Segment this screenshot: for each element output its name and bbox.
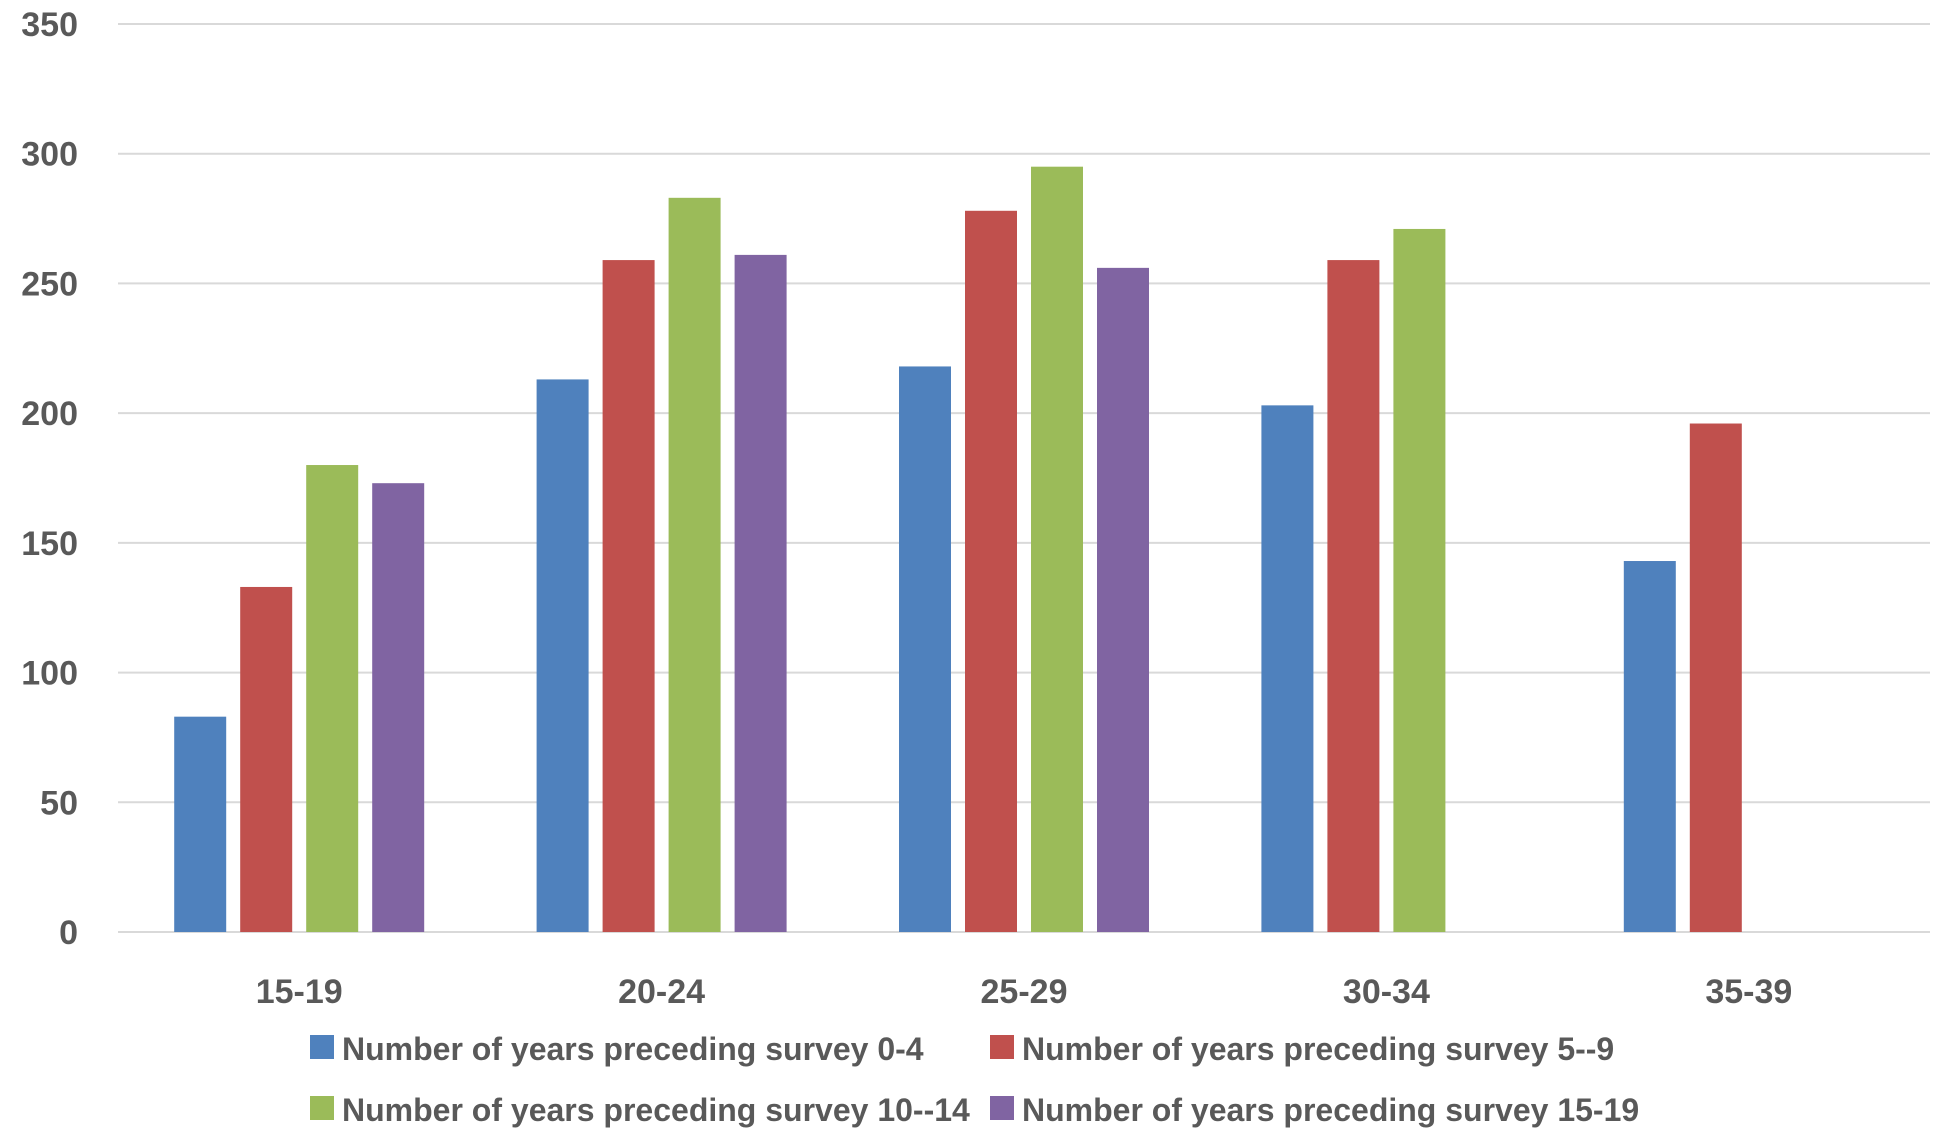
bar — [965, 210, 1017, 932]
y-tick-label: 350 — [21, 6, 78, 44]
legend-swatch — [310, 1096, 334, 1120]
x-tick-label: 35-39 — [1705, 973, 1792, 1011]
legend-label: Number of years preceding survey 10--14 — [342, 1092, 970, 1128]
bar — [536, 379, 589, 933]
bars — [174, 166, 1742, 933]
x-tick-label: 25-29 — [981, 973, 1068, 1011]
bar — [1623, 561, 1676, 932]
y-tick-label: 0 — [59, 914, 78, 952]
bar — [1393, 228, 1446, 932]
bar — [1097, 267, 1149, 932]
bar — [1031, 166, 1083, 932]
bar — [240, 586, 293, 932]
y-tick-label: 300 — [21, 136, 78, 174]
legend-swatch — [990, 1096, 1014, 1120]
bar — [306, 465, 359, 932]
legend-swatch — [990, 1035, 1014, 1059]
y-tick-label: 150 — [21, 525, 78, 563]
x-axis-tick-labels: 15-19 20-24 25-29 30-34 35-39 — [256, 973, 1793, 1011]
bar — [1689, 423, 1742, 932]
legend: Number of years preceding survey 0-4 Numb… — [310, 1031, 1639, 1128]
bar — [734, 254, 787, 933]
bar — [899, 366, 951, 933]
bar — [1327, 260, 1380, 933]
x-tick-label: 30-34 — [1343, 973, 1430, 1011]
bar — [372, 483, 425, 932]
legend-swatch — [310, 1035, 334, 1059]
legend-label: Number of years preceding survey 0-4 — [342, 1031, 924, 1067]
x-tick-label: 15-19 — [256, 973, 343, 1011]
bar — [668, 197, 721, 932]
y-tick-label: 100 — [21, 655, 78, 693]
y-tick-label: 200 — [21, 395, 78, 433]
y-axis-tick-labels: 0 50 100 150 200 250 300 350 — [21, 6, 78, 952]
legend-label: Number of years preceding survey 5--9 — [1022, 1031, 1614, 1067]
legend-label: Number of years preceding survey 15-19 — [1022, 1092, 1639, 1128]
bar — [602, 260, 655, 933]
y-tick-label: 250 — [21, 265, 78, 303]
x-tick-label: 20-24 — [618, 973, 705, 1011]
y-tick-label: 50 — [40, 784, 78, 822]
bar — [174, 716, 227, 932]
bar — [1261, 405, 1314, 932]
